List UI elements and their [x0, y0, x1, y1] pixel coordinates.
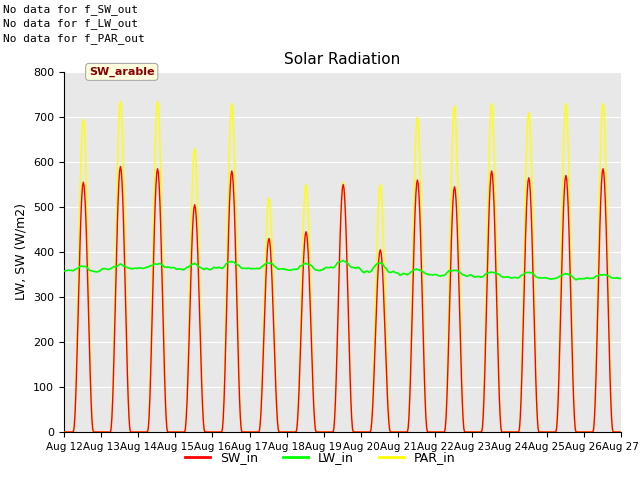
Text: No data for f_LW_out: No data for f_LW_out [3, 18, 138, 29]
Legend: SW_in, LW_in, PAR_in: SW_in, LW_in, PAR_in [180, 446, 460, 469]
Y-axis label: LW, SW (W/m2): LW, SW (W/m2) [15, 204, 28, 300]
Text: No data for f_SW_out: No data for f_SW_out [3, 4, 138, 15]
Text: SW_arable: SW_arable [89, 67, 154, 77]
Title: Solar Radiation: Solar Radiation [284, 52, 401, 67]
Text: No data for f_PAR_out: No data for f_PAR_out [3, 33, 145, 44]
